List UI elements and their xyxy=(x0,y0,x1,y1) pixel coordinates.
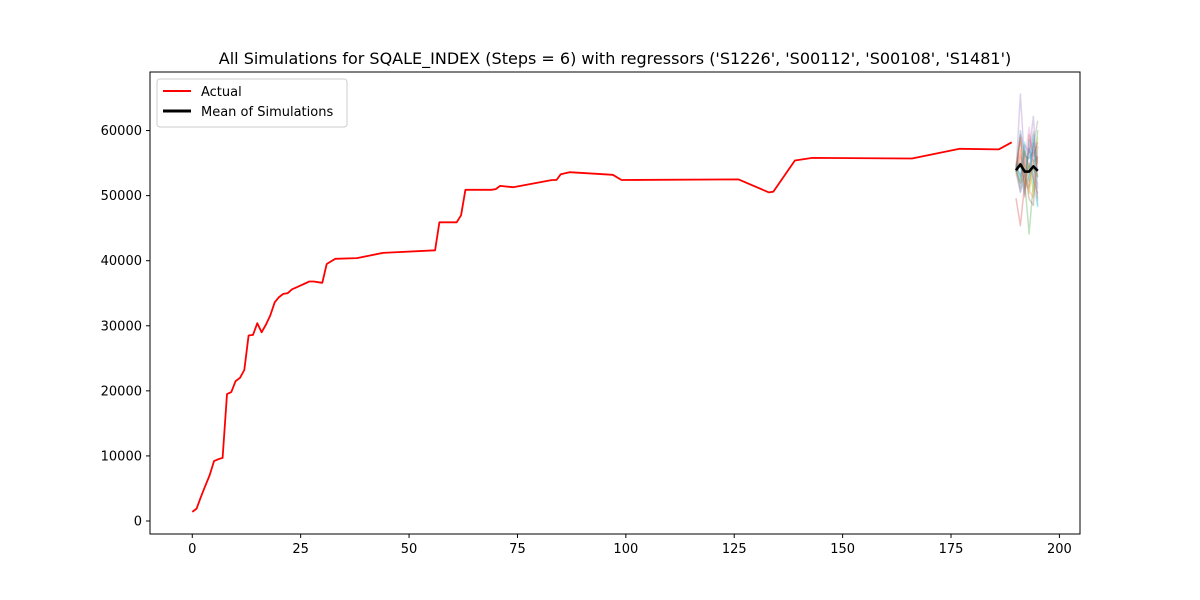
x-tick-label: 150 xyxy=(830,542,855,557)
legend-label-mean: Mean of Simulations xyxy=(201,105,333,120)
mean-line xyxy=(1014,163,1039,173)
mean-series xyxy=(1014,163,1039,173)
y-tick-label: 30000 xyxy=(101,319,142,334)
simulation-line xyxy=(1015,162,1039,227)
y-tick-label: 40000 xyxy=(101,254,142,269)
simulation-line xyxy=(1015,148,1039,194)
simulation-line xyxy=(1015,120,1039,190)
simulation-line xyxy=(1015,149,1039,199)
x-tick-label: 75 xyxy=(509,542,526,557)
x-axis: 0 25 50 75 100 125 150 175 200 xyxy=(188,534,1072,557)
simulation-line xyxy=(1015,136,1039,195)
simulation-line xyxy=(1015,146,1039,185)
legend-label-actual: Actual xyxy=(201,85,242,100)
actual-line xyxy=(191,141,1013,513)
y-axis: 0 10000 20000 30000 40000 50000 60000 xyxy=(101,124,150,529)
simulation-line xyxy=(1015,115,1039,189)
simulation-line xyxy=(1015,134,1039,208)
simulation-line xyxy=(1015,138,1039,206)
y-tick-label: 10000 xyxy=(101,449,142,464)
simulation-line xyxy=(1015,133,1039,198)
simulation-line xyxy=(1015,131,1039,185)
y-tick-label: 20000 xyxy=(101,384,142,399)
x-tick-label: 100 xyxy=(613,542,638,557)
x-tick-label: 200 xyxy=(1047,542,1072,557)
legend-box xyxy=(156,78,348,128)
simulation-line xyxy=(1015,134,1039,207)
y-tick-label: 0 xyxy=(134,514,142,529)
actual-series xyxy=(191,141,1013,513)
legend: Actual Mean of Simulations xyxy=(156,78,348,128)
simulation-line xyxy=(1015,129,1039,173)
x-tick-label: 125 xyxy=(722,542,747,557)
simulation-line xyxy=(1015,142,1039,190)
simulation-line xyxy=(1015,149,1039,189)
x-tick-label: 175 xyxy=(939,542,964,557)
y-tick-label: 50000 xyxy=(101,189,142,204)
chart-title: All Simulations for SQALE_INDEX (Steps =… xyxy=(219,49,1011,69)
y-tick-label: 60000 xyxy=(101,124,142,139)
x-tick-label: 0 xyxy=(188,542,196,557)
plot-area-frame xyxy=(149,71,1081,535)
simulation-line xyxy=(1015,93,1039,178)
x-tick-label: 50 xyxy=(401,542,418,557)
x-tick-label: 25 xyxy=(292,542,309,557)
